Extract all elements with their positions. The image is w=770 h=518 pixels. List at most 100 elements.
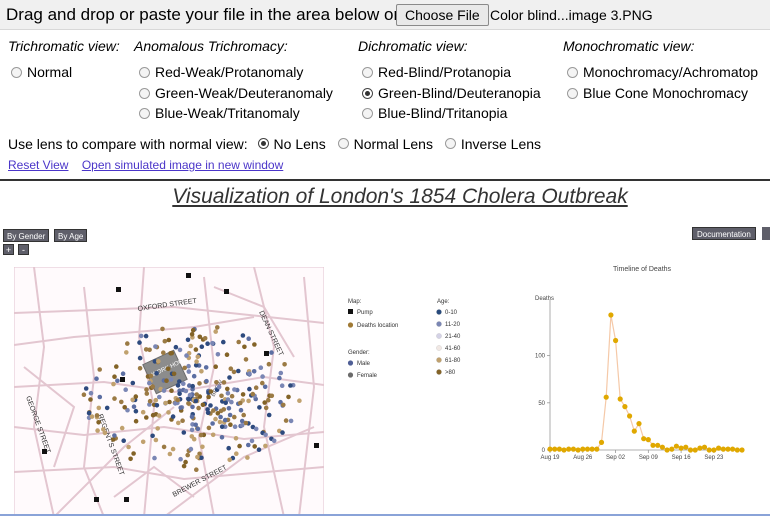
radio-icon[interactable]	[139, 107, 150, 119]
option-deuteranomaly[interactable]: Green-Weak/Deuteranomaly	[139, 85, 333, 101]
death-marker	[225, 397, 231, 402]
option-normal[interactable]: Normal	[11, 64, 72, 80]
legend-deaths-swatch	[347, 322, 354, 328]
death-marker	[228, 366, 234, 371]
data-point	[739, 447, 745, 453]
option-protanomaly[interactable]: Red-Weak/Protanomaly	[139, 64, 303, 80]
death-marker	[161, 444, 167, 450]
radio-icon[interactable]	[139, 87, 150, 99]
choose-file-button[interactable]: Choose File	[396, 4, 489, 26]
lens-option-label: Normal Lens	[353, 136, 433, 152]
open-new-window-link[interactable]: Open simulated image in new window	[81, 158, 284, 172]
death-marker	[223, 400, 228, 406]
death-marker	[96, 420, 101, 425]
death-marker	[193, 363, 199, 368]
death-marker	[231, 369, 237, 375]
death-marker	[195, 354, 201, 360]
data-point	[664, 447, 670, 453]
x-tick-label: Aug 19	[540, 455, 560, 461]
death-marker	[236, 339, 241, 345]
death-marker	[242, 344, 247, 350]
death-marker	[266, 397, 271, 403]
radio-icon[interactable]	[567, 87, 578, 99]
street-line	[32, 267, 55, 514]
radio-icon[interactable]	[11, 66, 22, 78]
radio-icon[interactable]	[337, 138, 349, 149]
death-marker	[156, 359, 161, 364]
radio-icon[interactable]	[362, 107, 373, 119]
street-line	[14, 305, 324, 324]
death-marker	[185, 452, 190, 458]
death-marker	[250, 391, 256, 397]
death-marker	[189, 332, 195, 337]
lens-none-option[interactable]: No Lens	[257, 136, 330, 152]
death-marker	[111, 381, 116, 387]
lens-row: Use lens to compare with normal view: No…	[8, 136, 541, 152]
option-tritanopia[interactable]: Blue-Blind/Tritanopia	[362, 105, 507, 121]
lens-inverse-option[interactable]: Inverse Lens	[444, 136, 541, 152]
death-marker	[119, 399, 124, 405]
upload-bar: Drag and drop or paste your file in the …	[0, 0, 770, 30]
death-marker	[89, 414, 95, 419]
death-marker	[189, 427, 195, 433]
death-marker	[181, 463, 187, 469]
death-marker	[252, 444, 257, 449]
death-marker	[194, 467, 199, 472]
death-marker	[225, 386, 230, 392]
street-line	[213, 286, 295, 358]
death-marker	[253, 426, 259, 432]
radio-icon[interactable]	[567, 66, 578, 78]
lens-normal-option[interactable]: Normal Lens	[337, 136, 437, 152]
radio-icon[interactable]	[444, 138, 456, 149]
death-marker	[101, 427, 106, 432]
death-marker	[163, 400, 168, 406]
death-marker	[173, 344, 179, 350]
option-protanopia[interactable]: Red-Blind/Protanopia	[362, 64, 511, 80]
death-marker	[213, 364, 218, 369]
death-marker	[247, 386, 252, 392]
cholera-map: WORK HOUSE BREW OXFORD STREET DEAN STREE…	[14, 267, 324, 514]
lens-option-label: No Lens	[273, 136, 326, 152]
option-deuteranopia[interactable]: Green-Blind/Deuteranopia	[362, 85, 541, 101]
data-point	[580, 446, 586, 452]
death-marker	[130, 380, 136, 386]
legend-pump-swatch	[348, 309, 353, 314]
death-marker	[131, 451, 136, 456]
death-marker	[133, 408, 139, 414]
death-marker	[205, 341, 210, 346]
death-marker	[210, 421, 215, 426]
legend-age-swatch	[436, 345, 442, 351]
death-marker	[211, 408, 216, 413]
anomalous-heading: Anomalous Trichromacy:	[134, 38, 288, 54]
death-marker	[194, 392, 199, 397]
death-marker	[112, 374, 117, 379]
death-marker	[213, 416, 218, 422]
death-marker	[175, 397, 181, 403]
radio-selected-icon[interactable]	[362, 87, 373, 99]
death-marker	[184, 353, 189, 358]
chart-ticks: 0 50 100 Aug 19 Aug 26 Sep 02 Sep 09 Sep 16 Sep …	[535, 354, 724, 461]
option-blue-cone[interactable]: Blue Cone Monochromacy	[567, 85, 748, 101]
radio-icon[interactable]	[362, 66, 373, 78]
legend-age-label: 0-10	[445, 310, 458, 316]
death-marker	[190, 383, 195, 389]
death-marker	[229, 393, 235, 399]
reset-view-link[interactable]: Reset View	[8, 158, 69, 172]
death-marker	[189, 414, 195, 420]
death-marker	[154, 371, 159, 376]
legend-male-swatch	[347, 360, 354, 366]
death-marker	[219, 435, 225, 440]
radio-icon[interactable]	[139, 66, 150, 78]
option-achromatopsia[interactable]: Monochromacy/Achromatop	[567, 64, 758, 80]
data-point	[669, 446, 675, 452]
death-marker	[167, 399, 172, 405]
death-marker	[253, 385, 259, 390]
death-marker	[206, 425, 212, 431]
data-point	[636, 421, 642, 427]
death-marker	[288, 418, 294, 424]
option-tritanomaly[interactable]: Blue-Weak/Tritanomaly	[139, 105, 300, 121]
data-point	[659, 444, 665, 450]
death-marker	[183, 388, 189, 394]
death-marker	[260, 380, 265, 386]
radio-selected-icon[interactable]	[257, 138, 269, 149]
